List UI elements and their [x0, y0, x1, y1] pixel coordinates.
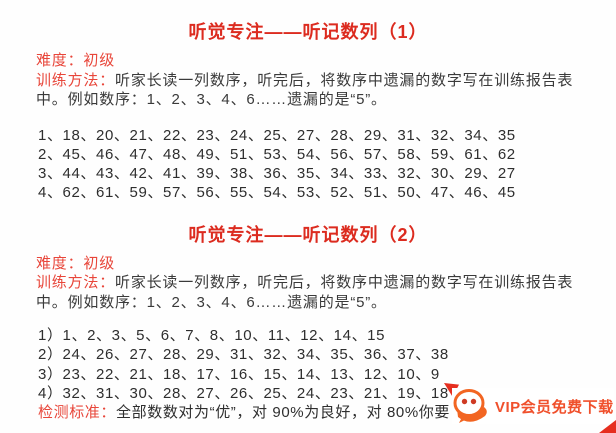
section2-method-text-cont: 中。例如数序：1、2、3、4、6……遗漏的是“5”。: [36, 293, 387, 311]
section1-method-text: 听家长读一列数序，听完后，将数序中遗漏的数字写在训练报告表: [115, 71, 574, 89]
vip-download-banner[interactable]: VIP会员免费下载: [452, 388, 614, 424]
section2-intro: 难度：初级 训练方法：听家长读一列数序，听完后，将数序中遗漏的数字写在训练报告表…: [36, 254, 588, 313]
sequence-row: 2）24、26、27、28、29、31、32、34、35、36、37、38: [38, 346, 449, 364]
vip-banner-label: VIP会员免费下载: [495, 398, 614, 416]
sequence-row: 4、62、61、59、57、56、55、54、53、52、51、50、47、46…: [38, 184, 516, 202]
chat-mascot-icon: [452, 388, 492, 424]
evaluation-label: 检测标准：: [38, 404, 117, 422]
section2-method-text: 听家长读一列数序，听完后，将数序中遗漏的数字写在训练报告表: [115, 274, 574, 292]
section1-title: 听觉专注——听记数列（1）: [188, 22, 428, 42]
section2-title: 听觉专注——听记数列（2）: [188, 224, 428, 245]
section1-difficulty: 难度：初级: [36, 52, 116, 69]
section1-sequence-list: 1、18、20、21、22、23、24、25、27、28、29、31、32、34…: [38, 126, 598, 203]
section1-method-label: 训练方法：: [36, 71, 116, 89]
sequence-row: 3）23、22、21、18、17、16、15、14、13、12、10、9: [38, 365, 440, 383]
section2-method-label: 训练方法：: [36, 274, 116, 292]
section2-sequence-list: 1）1、2、3、5、6、7、8、10、11、12、14、15 2）24、26、2…: [38, 326, 598, 422]
sequence-row: 1）1、2、3、5、6、7、8、10、11、12、14、15: [38, 327, 386, 345]
section1-intro: 难度：初级 训练方法：听家长读一列数序，听完后，将数序中遗漏的数字写在训练报告表…: [36, 51, 588, 110]
section1-method-text-cont: 中。例如数序：1、2、3、4、6……遗漏的是“5”。: [36, 91, 387, 108]
evaluation-line: 检测标准：全部数数对为“优”，对 90%为良好，对 80%你要: [38, 403, 598, 422]
sequence-row: 4）32、31、30、28、27、26、25、24、23、21、19、18: [38, 385, 449, 403]
section2-difficulty: 难度：初级: [36, 254, 116, 272]
sequence-row: 3、44、43、42、41、39、38、36、35、34、33、32、30、29…: [38, 165, 516, 183]
evaluation-text: 全部数数对为“优”，对 90%为良好，对 80%你要: [116, 404, 450, 422]
sequence-row: 2、45、46、47、48、49、51、53、54、56、57、58、59、61…: [38, 145, 516, 163]
sequence-row: 1、18、20、21、22、23、24、25、27、28、29、31、32、34…: [38, 126, 516, 144]
